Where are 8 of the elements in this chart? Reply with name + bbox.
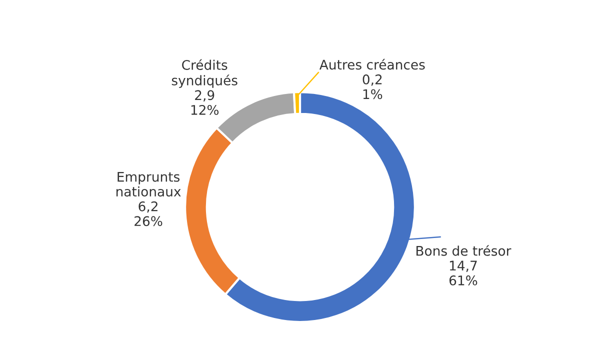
data-label: 0,2 1%	[362, 74, 382, 100]
slice-label: Autres créances	[319, 58, 425, 70]
data-label: 6,2 26%	[134, 201, 162, 226]
slice-label: Bons de trésor	[416, 245, 512, 256]
data-label: 2,9 12%	[191, 90, 219, 115]
slice-label: Crédits syndiqués	[172, 59, 238, 88]
data-label: 14,7 61%	[449, 260, 478, 286]
slice-label: Emprunts nationaux	[116, 172, 181, 197]
